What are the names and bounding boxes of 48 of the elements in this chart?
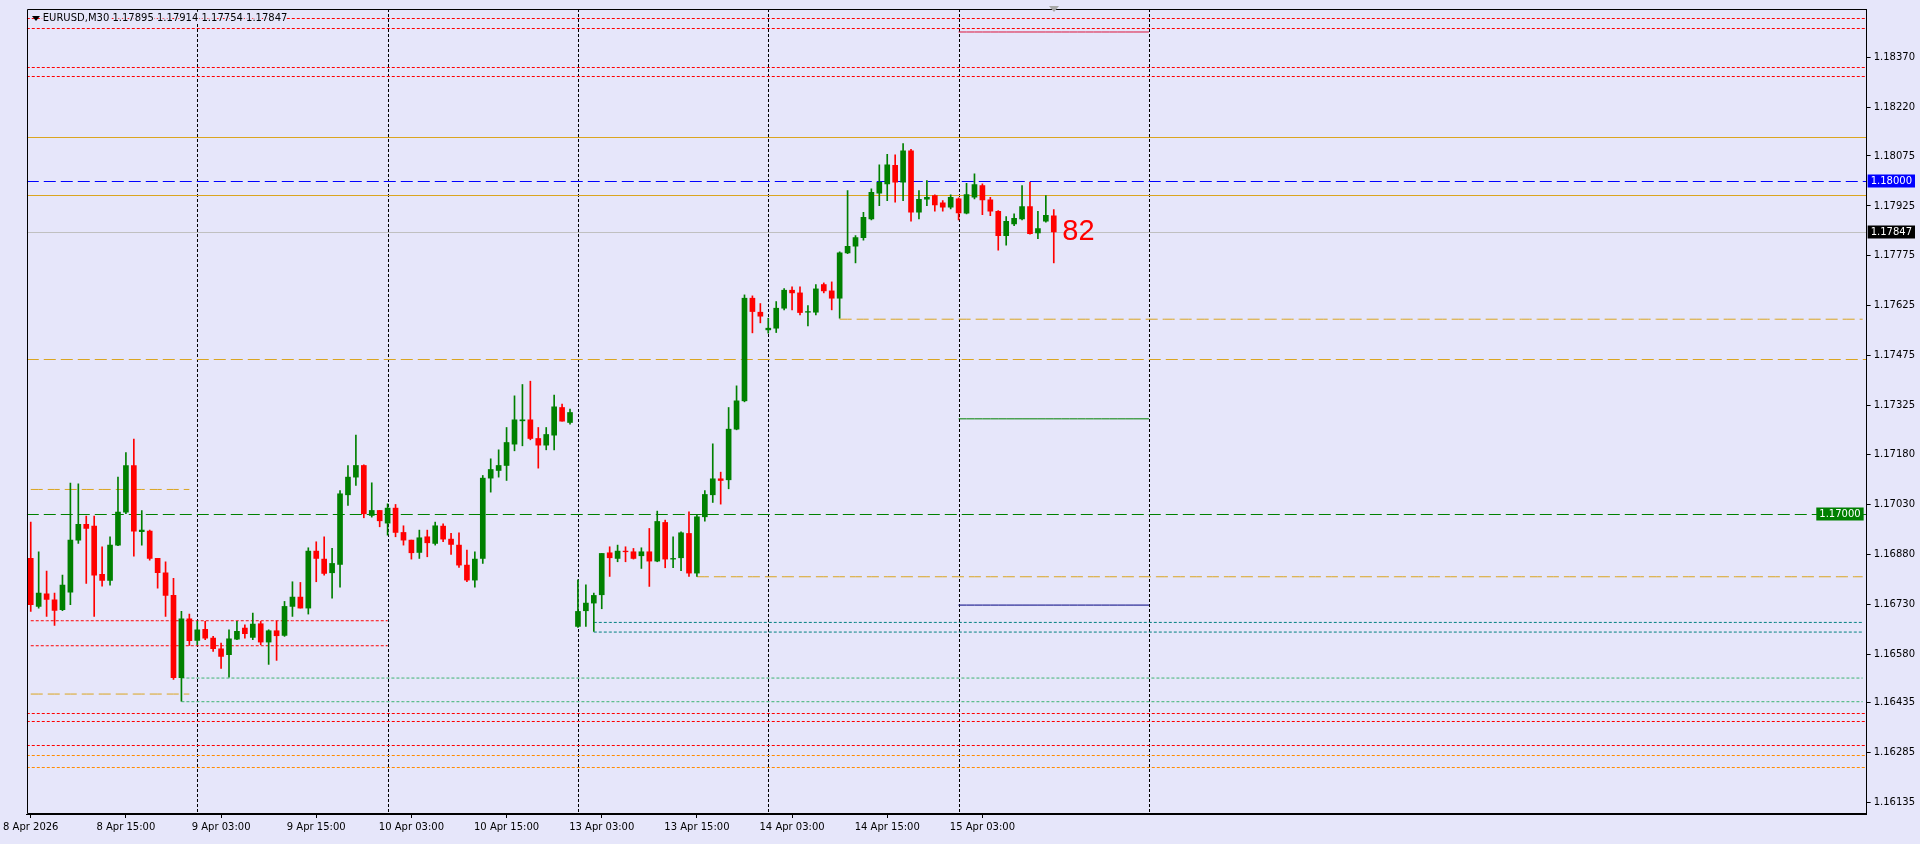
candlestick [1035, 210, 1041, 239]
candlestick [924, 180, 930, 206]
x-tick-label: 8 Apr 15:00 [96, 820, 156, 832]
candlestick [1043, 195, 1049, 223]
y-tick-label: 1.16135 [1873, 795, 1916, 807]
x-tick-label: 9 Apr 03:00 [191, 820, 251, 832]
ref-line-label: 1.17847 [1870, 226, 1913, 238]
y-tick-label: 1.17180 [1873, 447, 1916, 459]
ref-line-label: 1.18000 [1870, 175, 1913, 187]
y-tick-label: 1.17625 [1873, 299, 1916, 311]
x-tick-label: 10 Apr 03:00 [378, 820, 445, 832]
candlestick [313, 541, 320, 583]
candlestick [83, 515, 90, 584]
y-tick-label: 1.17925 [1873, 199, 1916, 211]
x-tick-label: 10 Apr 15:00 [473, 820, 540, 832]
x-tick-label: 8 Apr 2026 [3, 820, 59, 832]
y-tick-label: 1.17030 [1873, 497, 1916, 509]
y-tick-label: 1.16435 [1873, 695, 1916, 707]
y-tick-label: 1.16730 [1873, 597, 1916, 609]
candlestick [535, 427, 542, 469]
x-tick-label: 9 Apr 15:00 [286, 820, 346, 832]
x-tick-label: 14 Apr 15:00 [854, 820, 920, 832]
candlestick [590, 592, 597, 632]
candlestick [99, 546, 105, 587]
y-tick-label: 1.17775 [1873, 249, 1916, 261]
annotation: 82 [1062, 213, 1095, 246]
y-tick-label: 1.17325 [1873, 399, 1916, 411]
y-tick-label: 1.17475 [1873, 349, 1916, 361]
candlestick [583, 584, 589, 627]
x-tick-label: 13 Apr 03:00 [569, 820, 635, 832]
candlestick [805, 305, 811, 327]
candlestick [35, 551, 42, 609]
candlestick [329, 548, 335, 599]
candlestick [765, 317, 772, 334]
y-tick-label: 1.16580 [1873, 647, 1916, 659]
ref-line-label: 1.17000 [1819, 508, 1861, 520]
candlestick [353, 434, 359, 486]
y-tick-label: 1.18220 [1873, 101, 1916, 113]
y-tick-label: 1.18370 [1873, 51, 1916, 63]
x-tick-label: 15 Apr 03:00 [949, 820, 1015, 832]
y-tick-label: 1.16285 [1873, 745, 1916, 757]
candlestick [717, 471, 724, 505]
y-tick-label: 1.16880 [1873, 547, 1916, 559]
y-tick-label: 1.18075 [1873, 149, 1916, 161]
candlestick [789, 286, 795, 311]
x-tick-label: 13 Apr 15:00 [664, 820, 730, 832]
x-tick-label: 14 Apr 03:00 [759, 820, 825, 832]
candlestick [646, 528, 653, 587]
